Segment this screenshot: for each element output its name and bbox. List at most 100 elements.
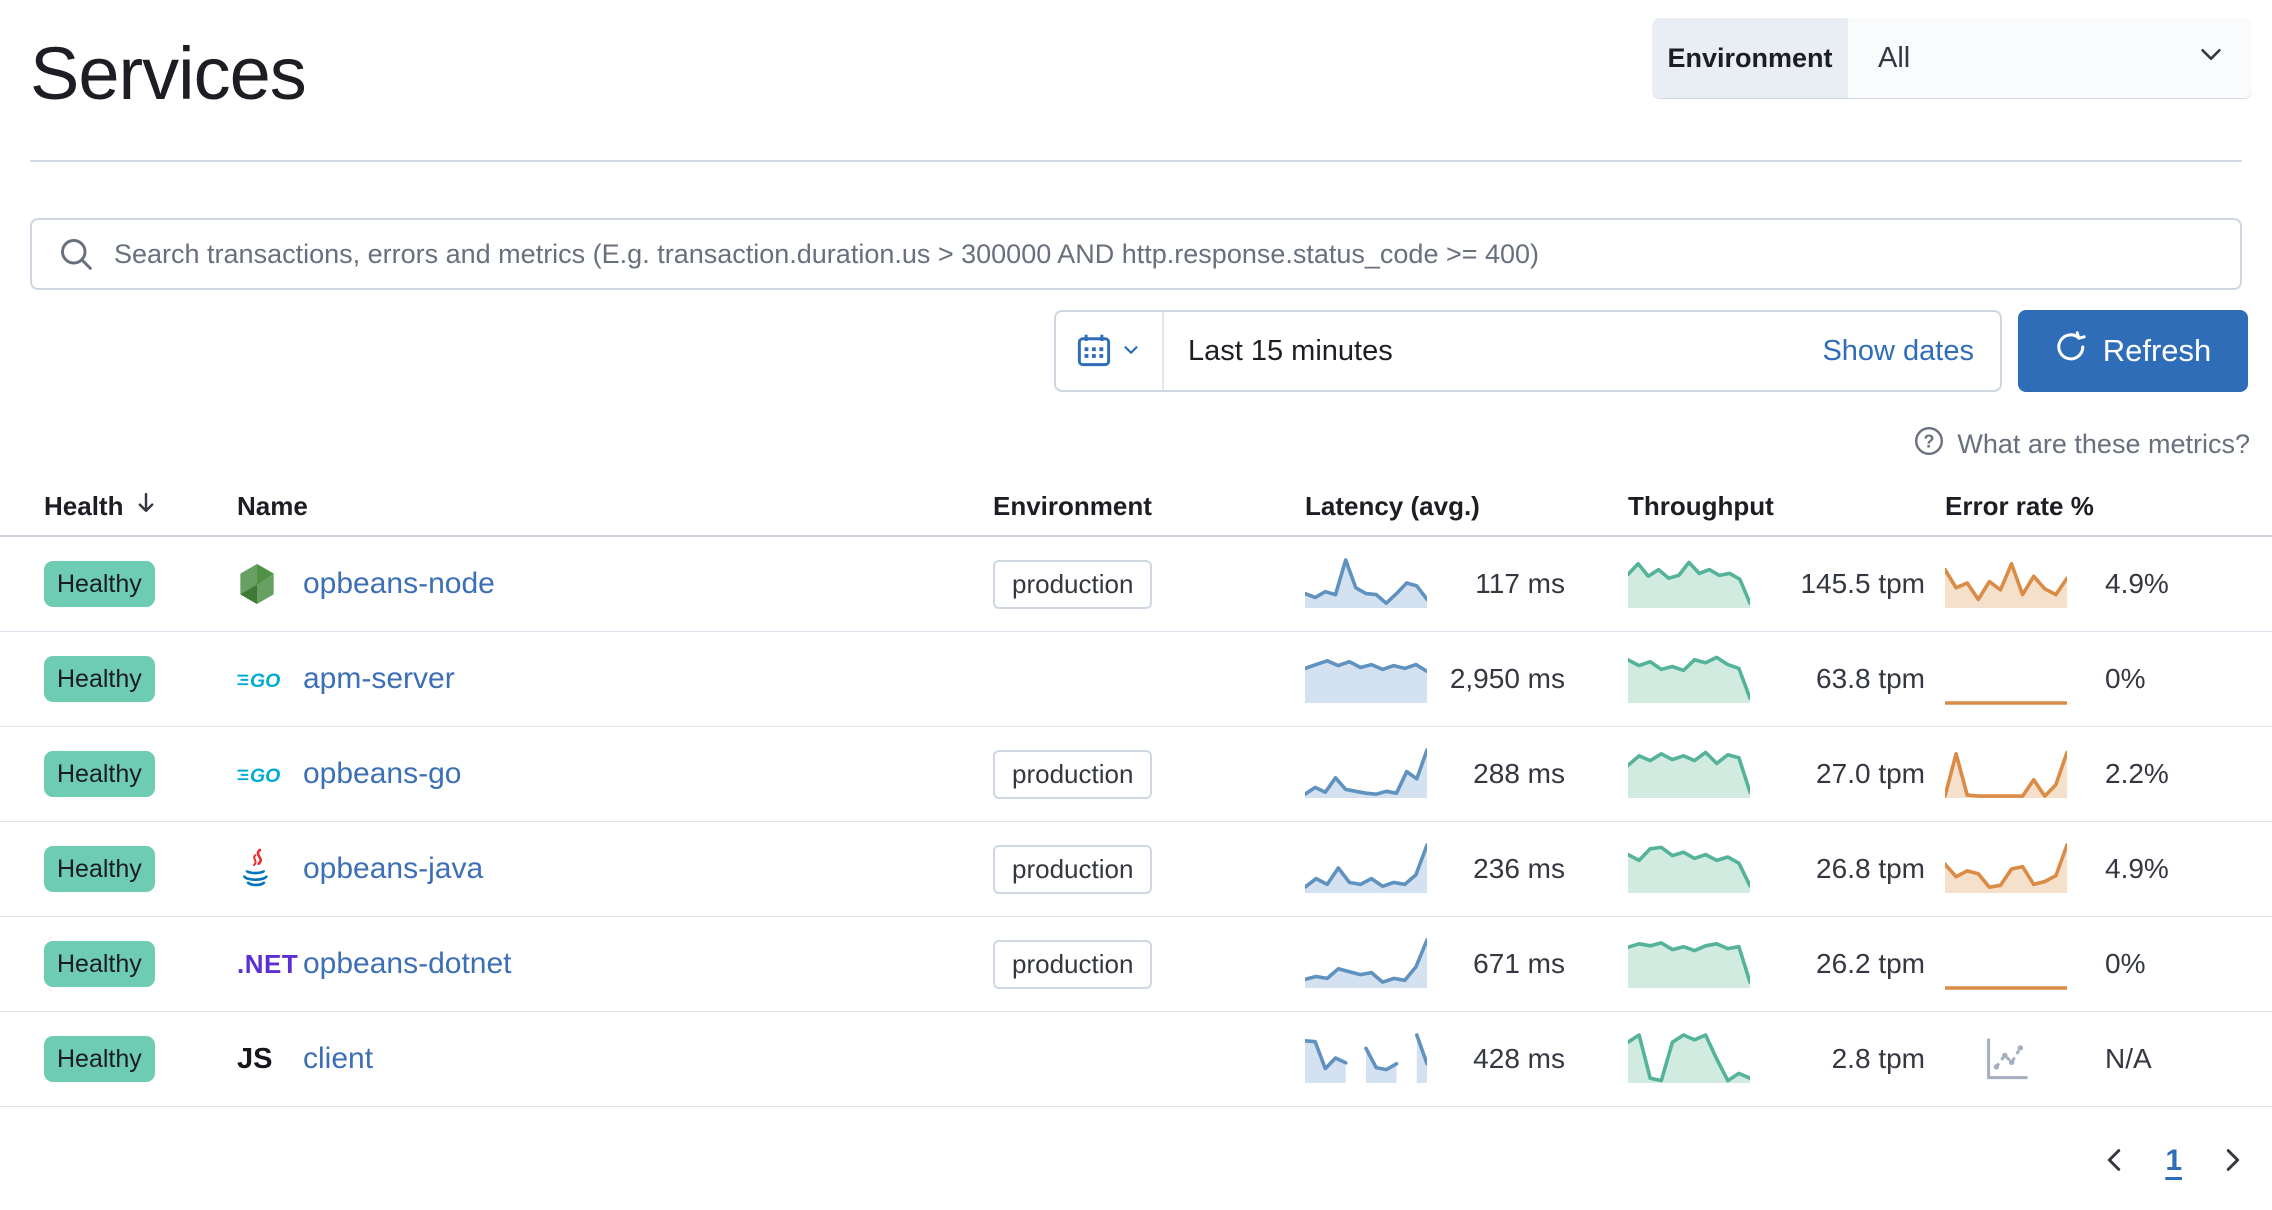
- environment-badge: production: [993, 844, 1153, 894]
- column-header-health[interactable]: Health: [44, 478, 237, 535]
- header-divider: [30, 160, 2242, 162]
- pagination-previous-button[interactable]: [2091, 1137, 2139, 1185]
- environment-cell: production: [993, 917, 1305, 1011]
- health-badge: Healthy: [44, 941, 155, 987]
- question-circle-icon: ?: [1913, 425, 1945, 464]
- service-name-link[interactable]: apm-server: [303, 662, 455, 695]
- latency-sparkline: [1305, 1031, 1427, 1087]
- metrics-help-link[interactable]: ? What are these metrics?: [1913, 424, 2250, 464]
- date-range-value[interactable]: Last 15 minutes: [1188, 334, 1393, 367]
- chevron-right-icon: [2217, 1145, 2247, 1178]
- service-name-link[interactable]: client: [303, 1042, 374, 1075]
- column-header-name[interactable]: Name: [237, 491, 308, 521]
- health-cell: Healthy: [44, 917, 237, 1011]
- name-cell: GO apm-server: [237, 632, 993, 726]
- table-row: Healthy GO opbeans-go production 288 ms …: [0, 727, 2272, 822]
- error-rate-value: 4.9%: [2105, 853, 2169, 884]
- date-picker-calendar-button[interactable]: [1056, 312, 1164, 390]
- environment-badge: production: [993, 559, 1153, 609]
- environment-selected-option: All: [1878, 41, 1911, 74]
- health-badge: Healthy: [44, 1036, 155, 1082]
- environment-select[interactable]: Environment All: [1652, 18, 2252, 98]
- latency-sparkline: [1305, 936, 1427, 992]
- environment-badge: production: [993, 939, 1153, 989]
- error-rate-sparkline: [1945, 651, 2067, 707]
- metrics-help-label: What are these metrics?: [1957, 428, 2250, 459]
- environment-cell: production: [993, 822, 1305, 916]
- latency-cell: 671 ms: [1305, 917, 1628, 1011]
- latency-value: 2,950 ms: [1449, 663, 1565, 694]
- error-rate-sparkline: [1945, 841, 2067, 897]
- refresh-icon: [2055, 331, 2087, 371]
- search-bar: [30, 218, 2242, 290]
- name-cell: JS client: [237, 1012, 993, 1106]
- column-header-latency[interactable]: Latency (avg.): [1305, 491, 1480, 521]
- health-cell: Healthy: [44, 537, 237, 631]
- service-name-link[interactable]: opbeans-dotnet: [303, 947, 512, 980]
- sort-descending-icon: [133, 490, 159, 523]
- svg-text:?: ?: [1924, 431, 1935, 451]
- error-rate-cell: 0%: [1945, 917, 2242, 1011]
- chevron-down-icon: [1120, 339, 1142, 364]
- throughput-cell: 27.0 tpm: [1628, 727, 1945, 821]
- service-name-link[interactable]: opbeans-java: [303, 852, 484, 885]
- health-cell: Healthy: [44, 727, 237, 821]
- health-badge: Healthy: [44, 751, 155, 797]
- pagination-page-1[interactable]: 1: [2159, 1144, 2188, 1178]
- throughput-cell: 26.2 tpm: [1628, 917, 1945, 1011]
- latency-value: 428 ms: [1473, 1043, 1565, 1074]
- table-row: Healthy GO apm-server 2,950 ms 63.8 tpm …: [0, 632, 2272, 727]
- refresh-button[interactable]: Refresh: [2018, 310, 2248, 392]
- error-rate-sparkline: [1945, 936, 2067, 992]
- error-rate-value: 4.9%: [2105, 568, 2169, 599]
- search-input[interactable]: [112, 220, 2240, 288]
- latency-cell: 288 ms: [1305, 727, 1628, 821]
- table-row: Healthy JS client 428 ms 2.8 tpm N/A: [0, 1012, 2272, 1107]
- table-row: Healthy opbeans-java production 236 ms 2…: [0, 822, 2272, 917]
- environment-cell: [993, 632, 1305, 726]
- latency-value: 236 ms: [1473, 853, 1565, 884]
- error-rate-cell: 4.9%: [1945, 537, 2242, 631]
- health-badge: Healthy: [44, 846, 155, 892]
- column-header-environment[interactable]: Environment: [993, 491, 1152, 521]
- show-dates-link[interactable]: Show dates: [1822, 334, 1974, 367]
- throughput-value: 2.8 tpm: [1831, 1043, 1925, 1074]
- latency-sparkline: [1305, 746, 1427, 802]
- throughput-value: 145.5 tpm: [1800, 568, 1925, 599]
- service-agent-icon: JS: [237, 1042, 273, 1075]
- latency-cell: 428 ms: [1305, 1012, 1628, 1106]
- column-header-error-rate[interactable]: Error rate %: [1945, 491, 2094, 521]
- throughput-sparkline: [1628, 841, 1750, 897]
- health-badge: Healthy: [44, 656, 155, 702]
- column-header-throughput[interactable]: Throughput: [1628, 491, 1774, 521]
- error-rate-sparkline: [1945, 556, 2067, 612]
- date-picker: Last 15 minutes Show dates: [1054, 310, 2002, 392]
- environment-select-value: All: [1848, 18, 2252, 98]
- service-name-link[interactable]: opbeans-node: [303, 567, 495, 600]
- pagination: 1: [2091, 1134, 2256, 1188]
- service-agent-icon: .NET: [237, 948, 299, 979]
- health-cell: Healthy: [44, 632, 237, 726]
- service-agent-icon: GO: [237, 666, 295, 693]
- latency-cell: 2,950 ms: [1305, 632, 1628, 726]
- latency-cell: 117 ms: [1305, 537, 1628, 631]
- service-name-link[interactable]: opbeans-go: [303, 757, 462, 790]
- calendar-icon: [1076, 332, 1112, 371]
- name-cell: opbeans-java: [237, 822, 993, 916]
- latency-sparkline: [1305, 841, 1427, 897]
- health-cell: Healthy: [44, 1012, 237, 1106]
- table-header-row: Health Name Environment Latency (avg.) T…: [0, 478, 2272, 537]
- throughput-cell: 26.8 tpm: [1628, 822, 1945, 916]
- throughput-value: 26.2 tpm: [1816, 948, 1925, 979]
- service-agent-icon: [237, 848, 295, 890]
- latency-value: 288 ms: [1473, 758, 1565, 789]
- throughput-value: 27.0 tpm: [1816, 758, 1925, 789]
- health-cell: Healthy: [44, 822, 237, 916]
- throughput-sparkline: [1628, 1031, 1750, 1087]
- chevron-left-icon: [2100, 1145, 2130, 1178]
- table-body: Healthy opbeans-node production 117 ms 1…: [0, 537, 2272, 1107]
- latency-value: 671 ms: [1473, 948, 1565, 979]
- error-rate-cell: 2.2%: [1945, 727, 2242, 821]
- pagination-next-button[interactable]: [2208, 1137, 2256, 1185]
- latency-value: 117 ms: [1475, 568, 1565, 599]
